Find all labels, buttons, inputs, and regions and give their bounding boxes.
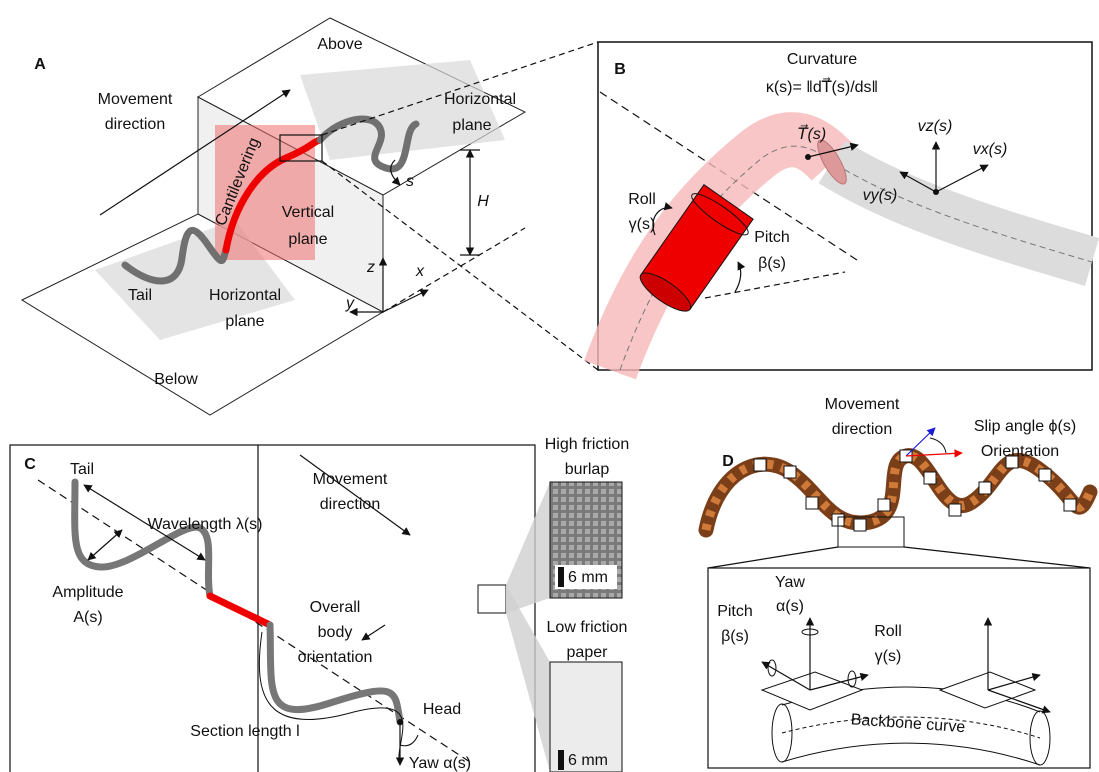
marker-tag bbox=[878, 499, 890, 511]
label: x bbox=[415, 263, 425, 280]
label: β(s) bbox=[721, 628, 749, 645]
label: Wavelength λ(s) bbox=[148, 516, 263, 533]
label: Curvature bbox=[787, 51, 857, 68]
label: s bbox=[406, 173, 414, 190]
label: Roll bbox=[874, 623, 902, 640]
panel-label: D bbox=[722, 453, 734, 470]
label: plane bbox=[452, 117, 491, 134]
marker-tag bbox=[979, 482, 991, 494]
marker-tag bbox=[806, 497, 818, 509]
label: direction bbox=[320, 496, 380, 513]
zoom-line bbox=[708, 547, 838, 568]
label: T⃗(s) bbox=[798, 123, 826, 143]
label: burlap bbox=[565, 461, 610, 478]
label: γ(s) bbox=[629, 216, 656, 233]
marker-tag bbox=[854, 519, 866, 531]
movement-vector bbox=[906, 428, 935, 456]
label: z bbox=[366, 259, 375, 276]
label: κ(s)= ‖dT⃗(s)/ds‖ bbox=[766, 76, 878, 96]
horizontal-plane-top bbox=[300, 60, 505, 160]
marker-tag bbox=[784, 466, 796, 478]
label: plane bbox=[288, 231, 327, 248]
label: Pitch bbox=[717, 603, 753, 620]
figure: AAboveMovementdirectionHorizontalplaneCa… bbox=[0, 0, 1099, 772]
panel-label: B bbox=[614, 61, 626, 78]
label: Yaw bbox=[775, 574, 805, 591]
label: Vertical bbox=[282, 204, 334, 221]
label: Tail bbox=[128, 287, 152, 304]
label: Movement bbox=[825, 396, 900, 413]
scale-bar bbox=[558, 567, 564, 587]
label: Yaw α(s) bbox=[409, 755, 471, 772]
marker-tag bbox=[754, 459, 766, 471]
label: Below bbox=[154, 371, 198, 388]
label: Movement bbox=[313, 471, 388, 488]
panel-label: A bbox=[34, 56, 46, 73]
label: High friction bbox=[545, 436, 629, 453]
label: Pitch bbox=[754, 229, 790, 246]
label: body bbox=[318, 624, 353, 641]
label: γ(s) bbox=[875, 648, 902, 665]
marker-tag bbox=[924, 472, 936, 484]
hidden-edge bbox=[383, 228, 525, 312]
sample-square bbox=[478, 585, 506, 613]
marker-tag bbox=[1064, 499, 1076, 511]
label: vy(s) bbox=[863, 187, 898, 204]
label: A(s) bbox=[73, 609, 102, 626]
label: Head bbox=[423, 701, 461, 718]
label: Horizontal bbox=[209, 287, 281, 304]
marker-tag bbox=[949, 504, 961, 516]
label: Amplitude bbox=[52, 584, 123, 601]
label: plane bbox=[225, 313, 264, 330]
label: Roll bbox=[628, 191, 656, 208]
panel-label: C bbox=[24, 456, 36, 473]
label: Above bbox=[317, 36, 362, 53]
page: AAboveMovementdirectionHorizontalplaneCa… bbox=[0, 0, 1099, 772]
slip-angle-arc bbox=[930, 438, 946, 453]
label: y bbox=[345, 295, 355, 312]
label: 6 mm bbox=[568, 752, 608, 769]
label: vx(s) bbox=[973, 141, 1008, 158]
label: Slip angle ϕ(s) bbox=[974, 418, 1076, 435]
label: paper bbox=[567, 644, 609, 661]
label: Horizontal bbox=[444, 91, 516, 108]
label: Low friction bbox=[547, 619, 628, 636]
label: Tail bbox=[70, 461, 94, 478]
marker-tag bbox=[1039, 469, 1051, 481]
label: orientation bbox=[298, 649, 373, 666]
panel-d-frame bbox=[708, 568, 1090, 768]
zoom-line bbox=[904, 547, 1090, 568]
scale-bar bbox=[558, 750, 564, 770]
label: Overall bbox=[310, 599, 361, 616]
label: direction bbox=[832, 421, 892, 438]
label: Section length l bbox=[190, 723, 299, 740]
label: direction bbox=[105, 116, 165, 133]
label: Orientation bbox=[981, 443, 1059, 460]
label: 6 mm bbox=[568, 569, 608, 586]
label: α(s) bbox=[776, 598, 804, 615]
label: β(s) bbox=[758, 255, 786, 272]
label: H bbox=[477, 193, 489, 210]
label: vz(s) bbox=[918, 118, 953, 135]
label: Movement bbox=[98, 91, 173, 108]
axis-x bbox=[383, 290, 428, 312]
